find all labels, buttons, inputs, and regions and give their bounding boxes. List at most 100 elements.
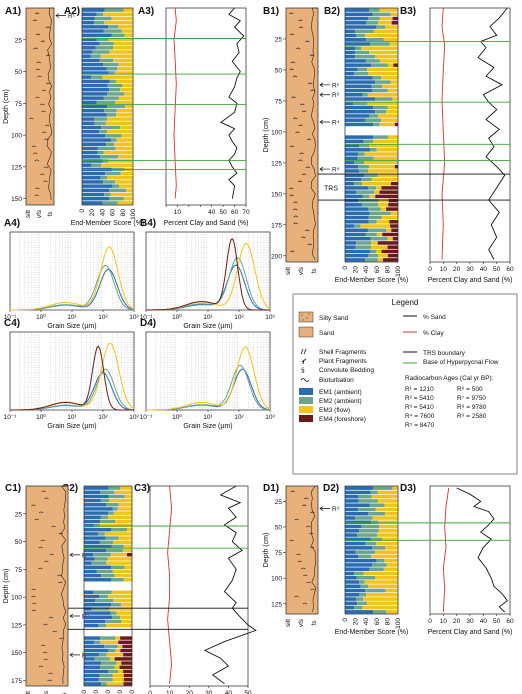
end-member-bar-segment [84,498,101,503]
lithology-column [25,7,55,206]
end-member-bar-segment [115,180,133,184]
end-member-bar-segment [371,63,389,67]
legend-title: Legend [392,298,419,307]
bioturbation-mark [44,124,50,127]
bioturbation-mark [294,595,299,598]
legend-em3: EM3 (flow) [319,407,350,414]
pct-tick-label: 10 [440,266,448,273]
end-member-bar-segment [345,580,360,584]
end-member-bar-segment [345,190,357,194]
bioturbation-mark [290,250,295,253]
end-member-bar-segment [91,75,103,79]
end-member-bar-segment [103,12,133,17]
end-member-bar-segment [371,84,383,89]
end-member-bar-segment [90,54,101,58]
end-member-bar-segment [121,134,133,138]
end-member-bar-segment [345,139,364,144]
end-member-bar-segment [109,657,115,661]
end-member-bar-segment [345,499,359,503]
lithology-tick-label: silt [285,619,292,627]
bioturbation-mark [299,152,304,155]
end-member-bar-segment [97,532,105,536]
end-member-bar-segment [93,590,112,594]
end-member-bar-segment [106,561,132,565]
end-member-bar-segment [365,59,380,63]
end-member-bar-segment [91,607,110,611]
end-member-bar-segment [365,232,377,237]
bioturbation-mark [305,166,311,169]
end-member-bar-segment [345,25,377,29]
end-member-bar-segment [345,601,358,606]
legend-hyperpycnal: Base of Hyperpycnal Flow [423,359,499,366]
end-member-bar-segment [368,584,398,589]
grain-size-tick-label: 10³ [265,314,275,321]
end-member-bar-segment [84,553,94,557]
end-member-bar-segment [384,558,398,563]
end-member-bar-segment [345,59,366,63]
end-member-bar-segment [82,176,101,180]
end-member-bar-segment [381,215,398,220]
grain-size-tick-label: 10² [234,414,244,421]
end-member-bar-segment [82,163,92,167]
end-member-bar-segment [82,108,105,113]
end-member-bar-segment [345,610,373,614]
end-member-bar-segment [357,156,374,161]
end-member-bar-segment [345,109,376,114]
end-member-bar-segment [104,20,133,25]
end-member-bar-segment [370,42,390,46]
end-member-bar-segment [345,503,370,507]
panel-label: C2) [62,483,78,494]
end-member-bar-segment [94,16,112,21]
end-member-bar-segment [82,25,109,29]
pct-tick-label: 10 [440,618,448,625]
end-member-bar-segment [357,601,368,606]
end-member-bar-segment [112,569,132,574]
bioturbation-mark [301,504,307,507]
sand-swatch [298,326,314,338]
end-member-bar-segment [84,590,94,594]
end-member-bar-segment [367,67,398,72]
end-member-bar-segment [109,87,121,92]
pct-tick-label: 40 [208,209,216,216]
bioturbation-mark [40,103,45,106]
end-member-bar-segment [100,54,133,58]
end-member-bar-segment [366,593,398,597]
end-member-bar-segment [101,573,115,578]
end-member-bar-segment [84,678,99,682]
end-member-bar-segment [345,584,361,589]
em-tick-label: 100 [395,266,402,277]
bioturbation-mark [38,511,44,514]
end-member-bar-segment [124,92,133,96]
end-member-bar-segment [98,623,107,628]
end-member-bar-segment [373,122,380,127]
end-member-bar-segment [112,673,124,678]
grain-size-tick-label: 10⁻¹ [140,314,154,321]
end-member-bar-segment [82,75,92,79]
end-member-bar-segment [345,114,370,118]
end-member-bar-segment [361,524,380,529]
end-member-bar-segment [345,490,371,495]
end-member-bar-segment [84,511,109,515]
bioturbation-mark [58,532,63,535]
end-member-bar-segment [356,241,371,245]
radiocarbon-label: R⁵ [332,167,340,174]
end-member-bar-segment [100,498,110,503]
em-tick-label: 60 [374,266,381,274]
end-member-bar-segment [110,553,127,557]
end-member-bar-segment [378,21,392,25]
end-member-bar-segment [362,181,391,186]
panel-label: B3) [400,6,416,17]
end-member-bar-segment [116,113,133,117]
end-member-bar-segment [84,607,92,611]
grain-size-tick-label: 10⁻¹ [4,414,18,421]
end-member-bar-segment [345,203,362,207]
end-member-bar-segment [364,152,398,156]
end-member-bar-segment [367,16,380,21]
end-member-bar-segment [110,192,133,197]
end-member-bar-segment [382,232,398,237]
em-tick-label: 80 [120,209,127,217]
end-member-bar-segment [345,194,363,199]
end-member-bar-segment [354,181,363,186]
end-member-bar-segment [120,636,132,640]
